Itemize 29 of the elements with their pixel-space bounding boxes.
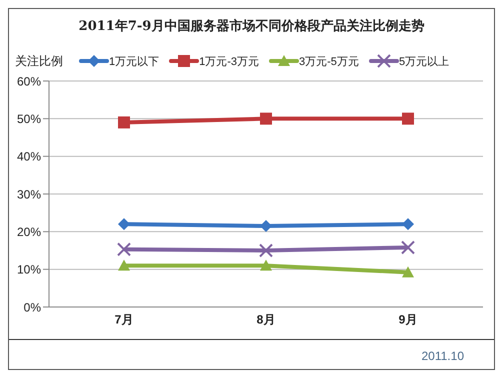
y-tick-label: 20%: [16, 224, 42, 239]
legend-label: 5万元以上: [398, 54, 450, 68]
legend-label: 1万元-3万元: [199, 54, 260, 68]
y-tick-label: 0%: [24, 300, 42, 314]
x-tick-label: 9月: [398, 312, 418, 327]
y-tick-label: 10%: [16, 262, 42, 277]
y-axis-title: 关注比例: [15, 52, 63, 70]
point: [401, 240, 415, 254]
x-tick-label: 8月: [256, 312, 276, 327]
point: [118, 116, 130, 128]
point: [117, 242, 131, 256]
point: [118, 218, 130, 230]
legend-label: 3万元-5万元: [299, 54, 359, 68]
x-tick-label: 7月: [114, 312, 134, 327]
point: [260, 112, 272, 125]
point: [259, 244, 273, 258]
point: [402, 266, 414, 278]
y-tick-label: 40%: [16, 150, 42, 164]
chart-title: 2011年7-9月中国服务器市场不同价格段产品关注比例走势: [78, 18, 426, 35]
y-tick-label: 60%: [16, 74, 42, 88]
point: [260, 220, 272, 232]
y-tick-label: 30%: [16, 187, 42, 202]
point: [118, 260, 130, 271]
text: 2011.10: [422, 349, 464, 363]
point: [402, 112, 414, 125]
y-tick-label: 50%: [16, 112, 42, 126]
point: [402, 218, 414, 230]
point: [260, 260, 272, 271]
legend-label: 1万元以下: [109, 54, 160, 68]
